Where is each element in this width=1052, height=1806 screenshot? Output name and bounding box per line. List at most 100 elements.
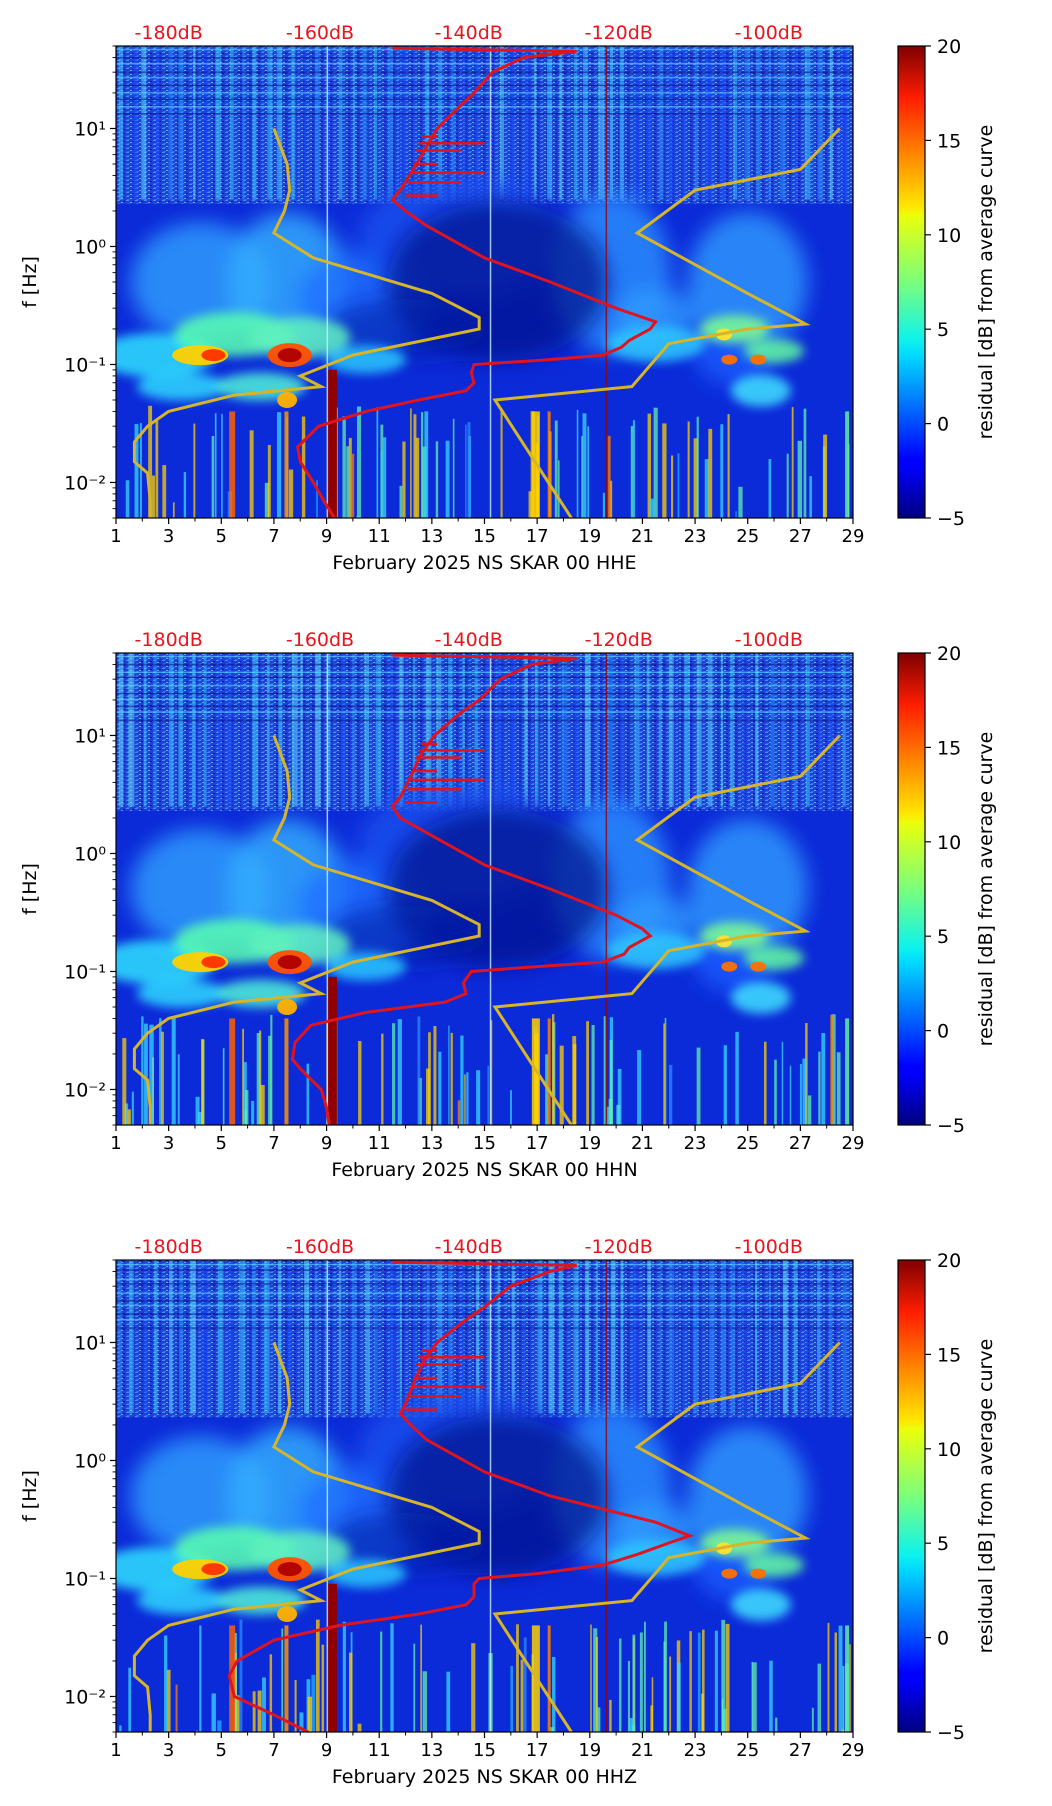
colorbar-gradient [898,653,925,1125]
x-tick-label: 25 [736,526,759,547]
x-tick-label: 13 [420,1740,443,1761]
x-tick-label: 15 [473,1740,496,1761]
db-scale-label: -140dB [435,629,503,651]
y-tick-label: 10⁻² [64,1079,106,1101]
colorbar-frame [897,45,926,519]
x-tick-label: 21 [631,1133,654,1154]
yellow-curve-left [132,1341,481,1732]
x-tick-label: 17 [526,1133,549,1154]
x-tick-label: 27 [789,1133,812,1154]
x-tick-label: 9 [321,526,332,547]
colorbar-frame [897,652,926,1126]
colorbar-tick-label: 5 [937,1533,949,1555]
y-tick-label: 10⁻¹ [64,961,106,983]
yellow-curve-right [492,1341,841,1732]
colorbar-tick-label: 5 [937,926,949,948]
x-tick-label: 3 [163,526,174,547]
db-scale-label: -180dB [135,22,203,44]
colorbar-label: residual [dB] from average curve [975,1339,997,1654]
x-tick-label: 21 [631,526,654,547]
colorbar-tick-label: −5 [937,508,965,530]
colorbar-tick-label: −5 [937,1115,965,1137]
db-scale-label: -160dB [286,1236,354,1258]
yellow-curve-left [132,127,481,518]
x-axis-label: February 2025 NS SKAR 00 HHE [332,552,636,574]
spectrogram-heatmap [116,1260,853,1732]
x-tick-label: 1 [110,1740,121,1761]
x-axis-label: February 2025 NS SKAR 00 HHN [331,1159,637,1181]
red-curve [227,1260,695,1732]
colorbar-label: residual [dB] from average curve [975,125,997,440]
x-tick-label: 25 [736,1740,759,1761]
x-tick-label: 19 [578,1740,601,1761]
x-tick-label: 17 [526,526,549,547]
yellow-curve-right [492,127,841,518]
x-tick-label: 29 [842,1740,865,1761]
x-tick-label: 11 [368,526,391,547]
x-tick-label: 19 [578,526,601,547]
colorbar: −5 0 5 10 15 20 residual [dB] from average cur… [897,36,997,530]
colorbar-tick-label: 0 [937,1628,949,1650]
spectrogram-heatmap [116,46,853,518]
colorbar-gradient [898,1260,925,1732]
x-tick-label: 13 [420,526,443,547]
colorbar-tick-label: 20 [937,36,961,58]
yellow-curve-right [492,734,841,1125]
colorbar-tick-label: 10 [937,832,961,854]
y-tick-label: 10⁰ [74,843,106,865]
x-tick-label: 9 [321,1740,332,1761]
y-tick-label: 10⁻¹ [64,354,106,376]
colorbar: −5 0 5 10 15 20 residual [dB] from average cur… [897,643,997,1137]
x-axis-label: February 2025 NS SKAR 00 HHZ [332,1766,637,1788]
x-tick-label: 23 [684,1133,707,1154]
colorbar-tick-label: −5 [937,1722,965,1744]
red-curve [290,653,653,1125]
x-tick-label: 21 [631,1740,654,1761]
colorbar-tick-label: 0 [937,1021,949,1043]
x-tick-label: 23 [684,1740,707,1761]
x-tick-label: 9 [321,1133,332,1154]
x-tick-label: 7 [268,1740,279,1761]
colorbar-tick-label: 20 [937,1250,961,1272]
x-tick-label: 29 [842,1133,865,1154]
x-tick-label: 27 [789,1740,812,1761]
x-tick-label: 5 [216,1740,227,1761]
colorbar-tick-label: 15 [937,1344,961,1366]
colorbar-tick-label: 10 [937,1439,961,1461]
y-tick-label: 10⁻² [64,472,106,494]
db-scale-label: -100dB [735,1236,803,1258]
db-scale-label: -120dB [585,22,653,44]
x-tick-label: 3 [163,1740,174,1761]
y-tick-label: 10⁰ [74,236,106,258]
x-tick-label: 11 [368,1133,391,1154]
colorbar-label: residual [dB] from average curve [975,732,997,1047]
yellow-curve-left [132,734,481,1125]
x-tick-label: 11 [368,1740,391,1761]
y-tick-label: 10⁻¹ [64,1568,106,1590]
colorbar-tick-label: 15 [937,737,961,759]
x-tick-label: 7 [268,1133,279,1154]
x-tick-label: 1 [110,526,121,547]
colorbar-tick-label: 0 [937,414,949,436]
y-axis-label: f [Hz] [19,1470,41,1522]
db-scale-label: -140dB [435,1236,503,1258]
spectrogram-heatmap [116,653,853,1125]
colorbar-tick-label: 10 [937,225,961,247]
x-tick-label: 27 [789,526,812,547]
x-tick-label: 13 [420,1133,443,1154]
colorbar-tick-label: 5 [937,319,949,341]
y-tick-label: 10⁻² [64,1686,106,1708]
red-curve [295,46,659,518]
db-scale-label: -180dB [135,1236,203,1258]
colorbar-frame [897,1259,926,1733]
db-scale-label: -180dB [135,629,203,651]
y-tick-label: 10¹ [74,1332,106,1354]
x-tick-label: 19 [578,1133,601,1154]
x-tick-label: 23 [684,526,707,547]
x-tick-label: 5 [216,1133,227,1154]
db-scale-label: -100dB [735,22,803,44]
